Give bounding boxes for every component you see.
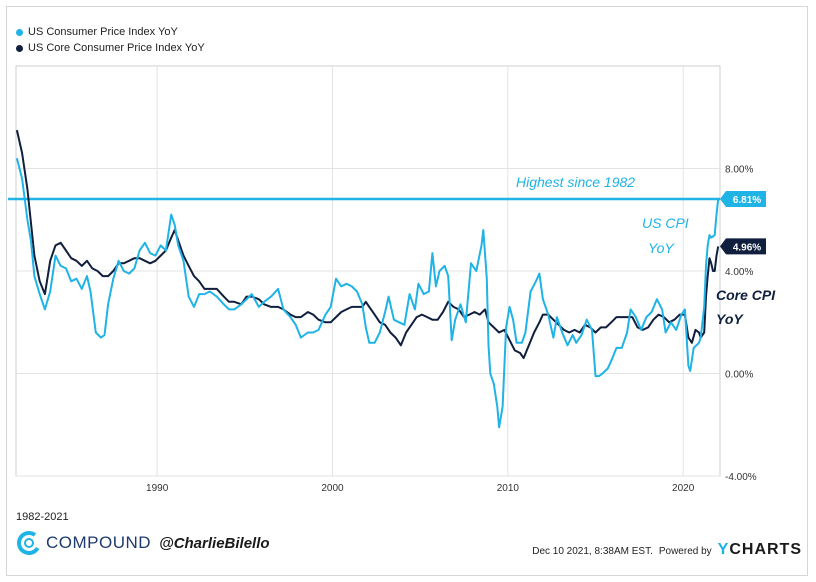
series-line-core-cpi[interactable]: [15, 129, 720, 360]
ycharts-logo[interactable]: YCHARTS: [718, 541, 802, 559]
y-tick-label: 8.00%: [725, 165, 753, 176]
last-value-badge-core-cpi: 4.96%: [720, 238, 766, 255]
legend-item-cpi[interactable]: US Consumer Price Index YoY: [16, 24, 205, 40]
annotation-label: YoY: [648, 240, 675, 256]
annotation-label: YoY: [716, 311, 744, 327]
badge-value-label: 4.96%: [733, 242, 761, 253]
cpi-line-chart: 8.00% 4.00% 0.00% -4.00% 1990 2000 2010 2020 Hig…: [8, 65, 776, 494]
legend-label-cpi: US Consumer Price Index YoY: [28, 26, 178, 38]
y-tick-label: -4.00%: [725, 472, 757, 483]
x-tick-label: 2010: [497, 483, 520, 494]
reference-line-label: Highest since 1982: [516, 174, 635, 190]
annotation-label: Core CPI: [716, 287, 776, 303]
x-tick-label: 2020: [672, 483, 695, 494]
badge-background: [720, 190, 766, 207]
badge-background: [720, 238, 766, 255]
ycharts-logo-text: CHARTS: [729, 541, 802, 558]
y-tick-label: 0.00%: [725, 370, 753, 381]
legend-item-core-cpi[interactable]: US Core Consumer Price Index YoY: [16, 40, 205, 56]
x-tick-label: 2000: [321, 483, 344, 494]
badge-value-label: 6.81%: [733, 195, 761, 206]
last-value-badge-cpi: 6.81%: [720, 190, 766, 207]
series-line-cpi[interactable]: [15, 158, 720, 429]
legend-label-core-cpi: US Core Consumer Price Index YoY: [28, 42, 205, 54]
legend-marker-cpi: [16, 28, 23, 36]
chart-legend: US Consumer Price Index YoY US Core Cons…: [16, 24, 205, 56]
legend-marker-core-cpi: [16, 44, 23, 52]
compound-brand: COMPOUND @CharlieBilello: [16, 530, 270, 556]
powered-by-label: Powered by: [658, 546, 712, 557]
timestamp-label: Dec 10 2021, 8:38AM EST.: [532, 546, 653, 557]
brand-name: COMPOUND: [46, 533, 152, 552]
compound-logo-icon: [17, 531, 41, 555]
ycharts-logo-y: Y: [717, 541, 730, 558]
annotation-label: US CPI: [642, 215, 689, 231]
date-range-label: 1982-2021: [16, 511, 69, 523]
chart-frame: [6, 6, 808, 576]
author-handle: @CharlieBilello: [159, 534, 270, 552]
y-tick-label: 4.00%: [725, 267, 753, 278]
chart-attribution: Dec 10 2021, 8:38AM EST. Powered by YCHA…: [532, 541, 802, 559]
x-tick-label: 1990: [146, 483, 169, 494]
